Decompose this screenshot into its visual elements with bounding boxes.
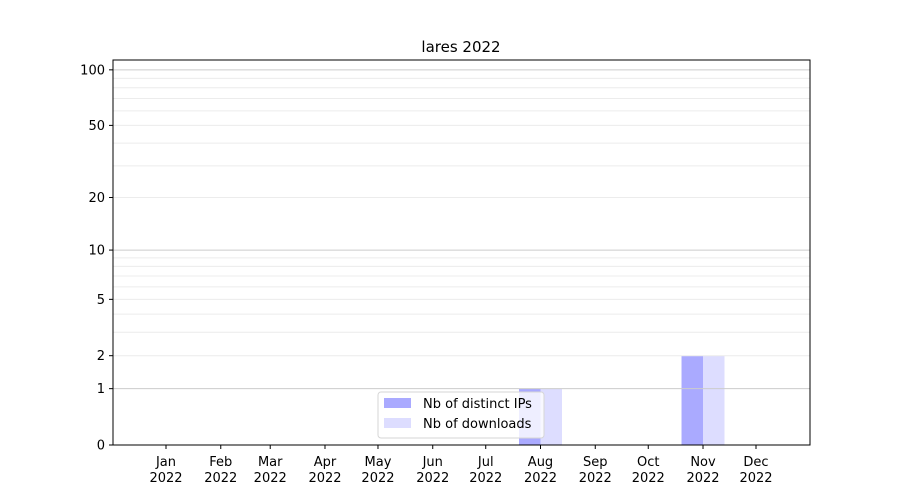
legend-box [377,391,545,439]
legend-swatch [384,418,411,428]
y-tick-label: 5 [97,293,105,308]
x-tick-label: 2022 [469,471,502,486]
x-tick-label: 2022 [632,471,665,486]
x-tick-label: 2022 [361,471,394,486]
legend-swatch [384,398,411,408]
x-tick-label: Jul [477,455,494,470]
x-tick-label: Apr [314,455,337,470]
x-tick-label: Aug [528,455,553,470]
y-axis: 0 1 2 5 10 20 50 100 [80,63,113,454]
x-tick-label: Nov [690,455,716,470]
x-tick-label: 2022 [739,471,772,486]
legend-label: Nb of distinct IPs [423,397,532,412]
x-tick-label: Feb [209,455,232,470]
x-tick-label: 2022 [254,471,287,486]
bar-ips [681,355,704,445]
x-tick-label: Jun [422,455,443,470]
chart-title: lares 2022 [421,38,500,56]
y-tick-label: 50 [88,119,105,134]
x-tick-label: May [365,455,392,470]
legend: Nb of distinct IPs Nb of downloads [377,391,545,439]
plot-frame [112,59,811,446]
bars [518,355,725,445]
x-tick-label: 2022 [308,471,341,486]
x-tick-label: 2022 [524,471,557,486]
y-tick-label: 100 [80,63,105,78]
x-tick-label: Mar [258,455,283,470]
x-tick-label: 2022 [204,471,237,486]
x-tick-label: 2022 [579,471,612,486]
y-tick-label: 2 [97,349,105,364]
bar-downloads [540,388,562,445]
x-tick-label: Oct [637,455,659,470]
y-tick-label: 0 [97,439,105,454]
y-tick-label: 20 [88,191,105,206]
x-axis: Jan2022Feb2022Mar2022Apr2022May2022Jun20… [149,445,773,486]
bar-downloads [703,355,725,445]
y-tick-label: 1 [97,382,105,397]
x-tick-label: Dec [743,455,768,470]
y-tick-label: 10 [88,244,105,259]
x-tick-label: 2022 [149,471,182,486]
grid-overlay [113,69,810,390]
x-tick-label: Jan [155,455,176,470]
x-tick-label: Sep [583,455,608,470]
x-tick-label: 2022 [416,471,449,486]
legend-label: Nb of downloads [423,417,532,432]
x-tick-label: 2022 [686,471,719,486]
